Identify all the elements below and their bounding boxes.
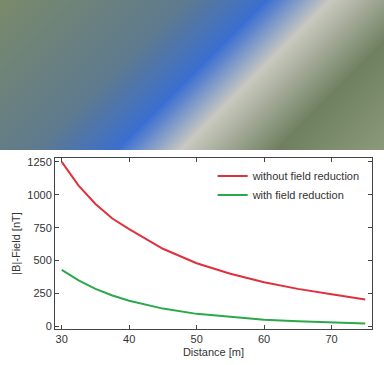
svg-text:Distance [m]: Distance [m]	[183, 346, 244, 358]
svg-text:30: 30	[56, 333, 68, 345]
svg-text:500: 500	[33, 254, 51, 266]
svg-text:0: 0	[46, 320, 52, 332]
svg-text:with field reduction: with field reduction	[252, 189, 344, 201]
svg-text:750: 750	[33, 222, 51, 234]
svg-text:40: 40	[123, 333, 135, 345]
svg-text:60: 60	[258, 333, 270, 345]
svg-text:1250: 1250	[27, 156, 51, 168]
svg-text:70: 70	[325, 333, 337, 345]
svg-text:250: 250	[33, 287, 51, 299]
svg-text:50: 50	[191, 333, 203, 345]
svg-text:|B|-Field [nT]: |B|-Field [nT]	[10, 212, 22, 275]
svg-text:without field reduction: without field reduction	[252, 170, 359, 182]
svg-text:1000: 1000	[27, 189, 51, 201]
